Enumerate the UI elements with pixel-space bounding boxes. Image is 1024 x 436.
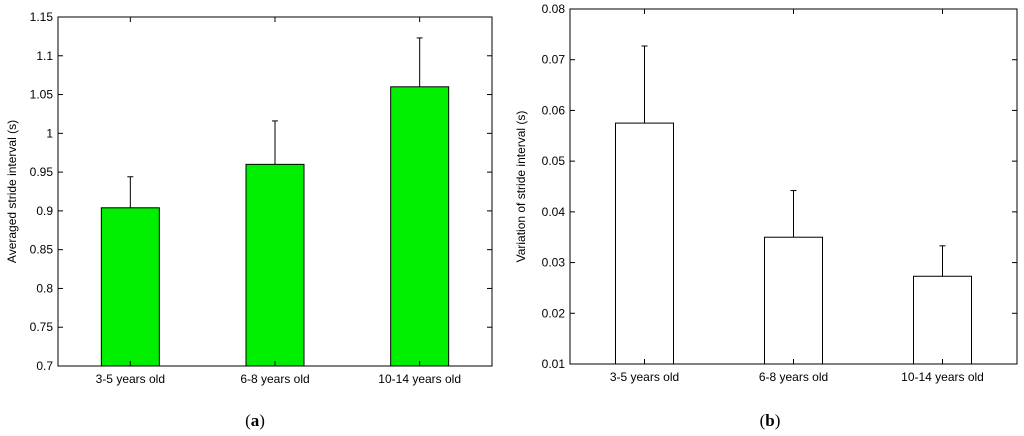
y-tick-label: 0.02 xyxy=(542,306,566,320)
panel-label-letter: a xyxy=(251,411,260,430)
chart-panel-a: 0.7 0.75 0.8 0.85 0.9 0.95 1 1.05 1.1 1.15 3-5 yea… xyxy=(5,10,493,430)
panel-label: (b) xyxy=(760,411,781,430)
bar xyxy=(615,122,674,365)
bar xyxy=(764,236,823,365)
panel-label: (a) xyxy=(245,411,265,430)
x-tick-label: 6-8 years old xyxy=(759,370,828,384)
y-tick-label: 1.05 xyxy=(30,88,54,102)
panel-label-close: ) xyxy=(259,411,265,430)
panel-label-open: ( xyxy=(760,411,766,430)
bar xyxy=(913,275,972,365)
y-tick-label: 0.03 xyxy=(542,256,566,270)
y-tick-label: 0.07 xyxy=(542,53,566,67)
y-axis-label: Averaged stride interval (s) xyxy=(5,120,19,263)
x-tick-label: 10-14 years old xyxy=(378,372,461,386)
y-tick-label: 1 xyxy=(46,126,53,140)
bar xyxy=(390,86,450,367)
y-tick-label: 0.01 xyxy=(542,357,566,371)
y-tick-label: 0.75 xyxy=(30,320,54,334)
x-tick-label: 6-8 years old xyxy=(240,372,309,386)
x-tick-label: 3-5 years old xyxy=(96,372,165,386)
y-tick-label: 0.05 xyxy=(542,154,566,168)
y-tick-label: 0.85 xyxy=(30,243,54,257)
panel-label-letter: b xyxy=(765,411,774,430)
panel-label-open: ( xyxy=(245,411,251,430)
y-tick-label: 1.15 xyxy=(30,10,54,24)
y-tick-label: 0.9 xyxy=(36,204,53,218)
y-tick-label: 0.06 xyxy=(542,103,566,117)
panel-label-close: ) xyxy=(775,411,781,430)
y-tick-label: 0.95 xyxy=(30,165,54,179)
y-tick-label: 0.8 xyxy=(36,281,53,295)
bar xyxy=(245,163,305,367)
y-tick-label: 0.7 xyxy=(36,359,53,373)
chart-panel-b: 0.01 0.02 0.03 0.04 0.05 0.06 0.07 0.08 3-5 year… xyxy=(514,2,1018,430)
x-tick-label: 10-14 years old xyxy=(901,370,984,384)
y-axis-label: Variation of stride interval (s) xyxy=(514,111,528,263)
y-tick-label: 0.08 xyxy=(542,2,566,16)
y-tick-label: 1.1 xyxy=(36,49,53,63)
y-tick-label: 0.04 xyxy=(542,205,566,219)
x-tick-label: 3-5 years old xyxy=(610,370,679,384)
bar xyxy=(100,207,160,367)
